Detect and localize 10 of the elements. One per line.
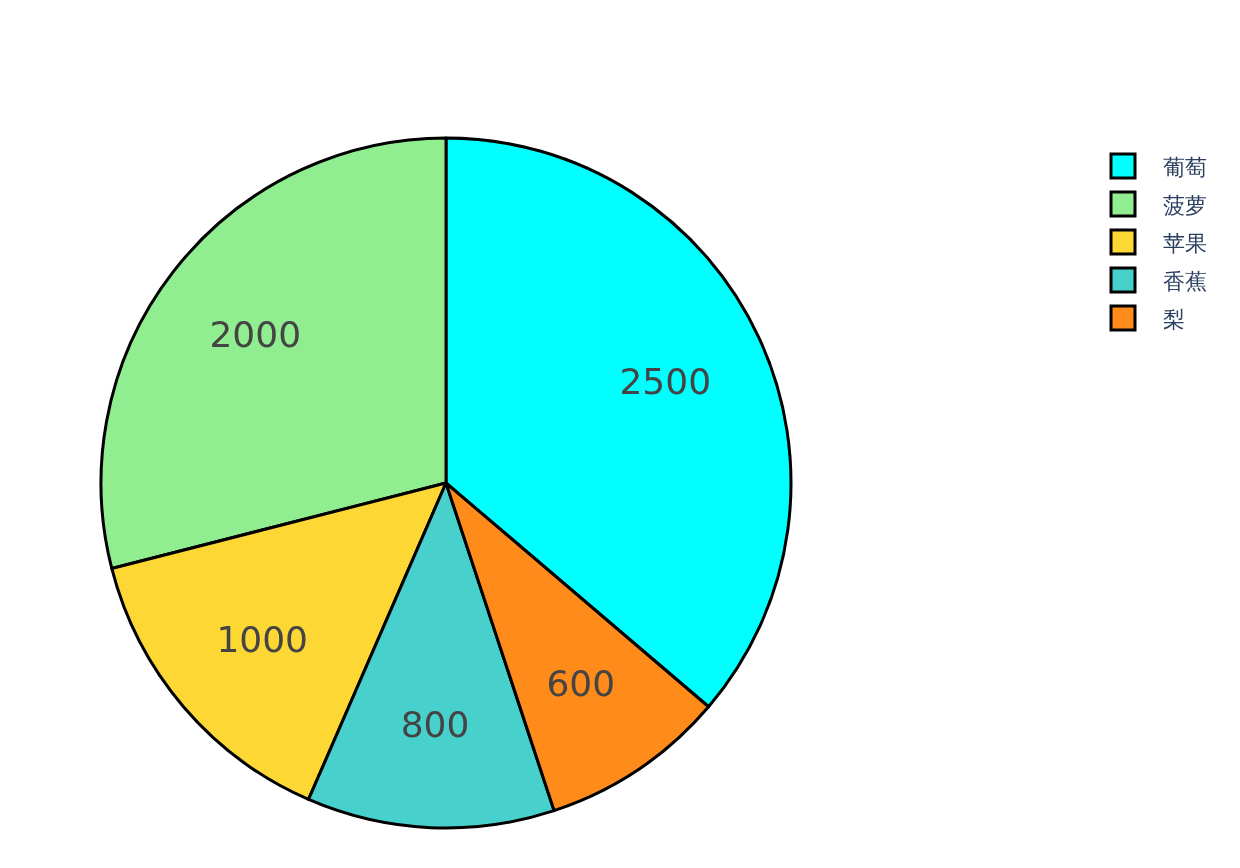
legend-label: 葡萄 [1163,154,1207,180]
data-label: 600 [546,662,616,704]
legend-label: 菠萝 [1163,192,1207,218]
legend-label: 香蕉 [1163,268,1207,294]
data-label: 800 [400,703,470,745]
legend-label: 梨 [1163,306,1185,332]
legend-label: 苹果 [1163,230,1207,256]
data-label: 2000 [209,314,302,356]
data-label: 1000 [216,619,308,661]
data-label: 2500 [619,361,712,403]
